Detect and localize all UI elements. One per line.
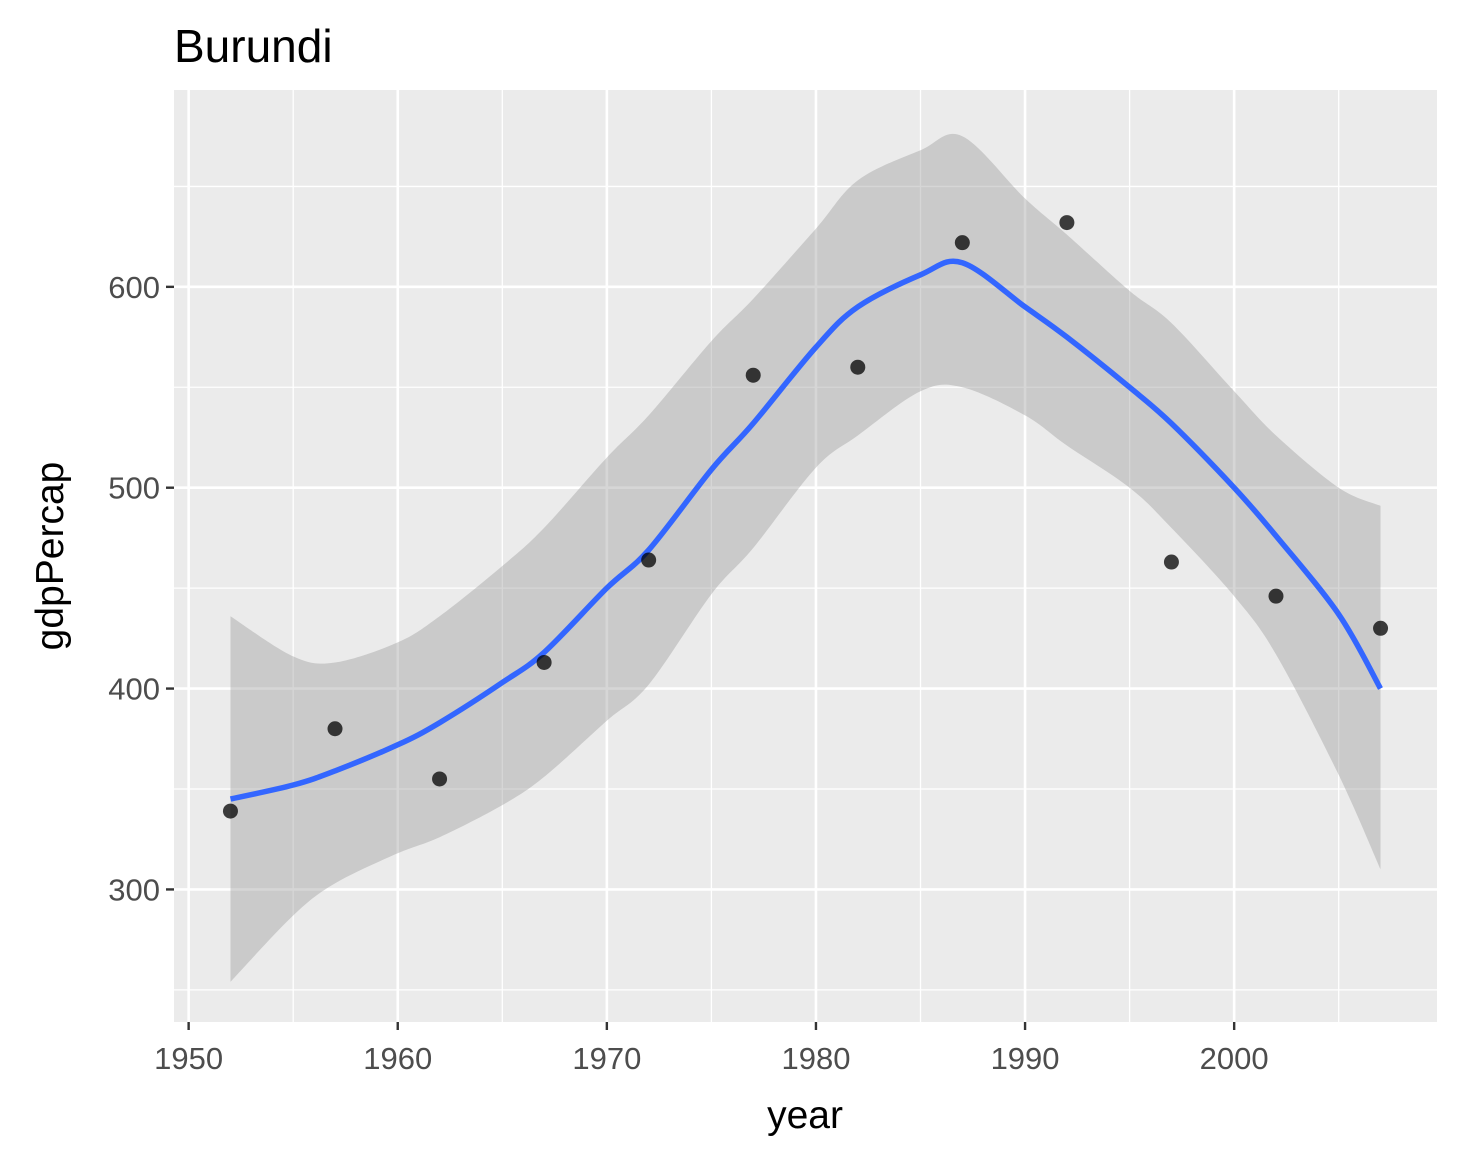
data-point [327, 721, 343, 737]
x-axis: 1950 1960 1970 1980 1990 2000 [154, 1022, 1269, 1076]
data-point [536, 654, 552, 670]
data-point [1163, 554, 1179, 570]
data-point [1059, 215, 1075, 231]
data-point [1373, 620, 1389, 636]
x-tick-label: 1950 [154, 1041, 223, 1076]
x-tick-label: 1960 [363, 1041, 432, 1076]
data-points [222, 215, 1389, 819]
chart-title: Burundi [174, 20, 333, 72]
data-point [954, 235, 970, 251]
y-axis-title: gdpPercap [29, 462, 72, 651]
data-point [850, 359, 866, 375]
x-tick-label: 2000 [1200, 1041, 1269, 1076]
x-tick-label: 1990 [991, 1041, 1060, 1076]
y-tick-label: 600 [108, 270, 160, 305]
smooth-line [229, 258, 1383, 802]
y-tick-label: 300 [108, 872, 160, 907]
y-tick-label: 400 [108, 672, 160, 707]
y-tick-label: 500 [108, 471, 160, 506]
data-point [1268, 588, 1284, 604]
data-point [222, 803, 238, 819]
minor-gridlines [174, 90, 1437, 1022]
x-tick-label: 1970 [572, 1041, 641, 1076]
y-axis: 300 400 500 600 [108, 270, 174, 907]
confidence-ribbon [230, 133, 1381, 982]
x-tick-label: 1980 [781, 1041, 850, 1076]
plot-panel [174, 90, 1437, 1022]
x-axis-title: year [767, 1094, 843, 1137]
data-point [745, 367, 761, 383]
data-point [641, 552, 657, 568]
major-gridlines [174, 90, 1437, 1022]
data-point [432, 771, 448, 787]
